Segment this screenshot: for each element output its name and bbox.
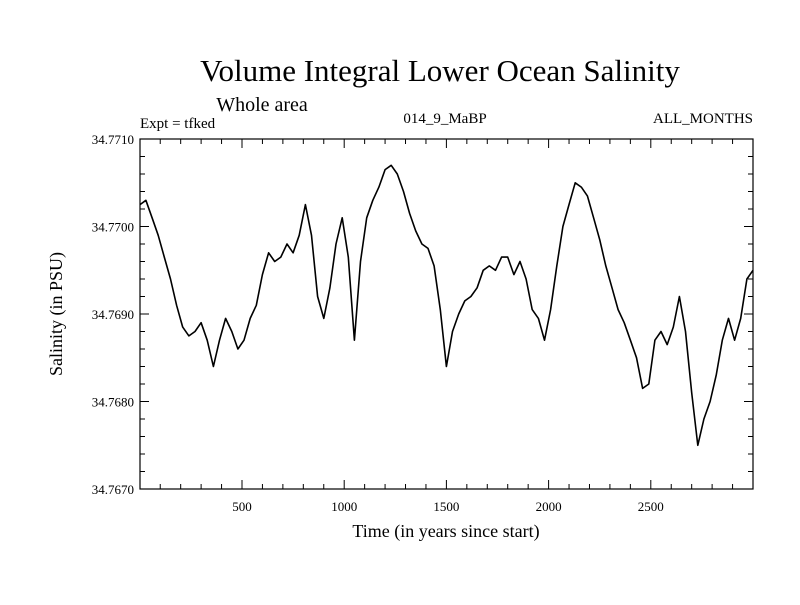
chart-subtitle: Whole area [216, 94, 308, 116]
series-layer [139, 164, 754, 447]
x-axis-label: Time (in years since start) [352, 521, 539, 542]
y-axis-label: Salinity (in PSU) [46, 252, 67, 376]
y-tick-label: 34.7690 [92, 307, 134, 322]
x-tick-label: 1500 [433, 499, 459, 514]
annotation-experiment: Expt = tfked [140, 116, 216, 132]
x-axis: 500 1000 1500 2000 2500 [159, 139, 734, 514]
y-tick-label: 34.7670 [92, 482, 134, 497]
annotation-run-id: 014_9_MaBP [403, 111, 486, 127]
annotation-months: ALL_MONTHS [653, 111, 753, 127]
x-tick-label: 2000 [536, 499, 562, 514]
y-axis: 34.7670 34.7680 34.7690 34.7700 34.7710 [92, 132, 753, 497]
y-tick-label: 34.7700 [92, 220, 134, 235]
plot-frame [139, 138, 754, 490]
x-tick-label: 1000 [331, 499, 357, 514]
chart-title: Volume Integral Lower Ocean Salinity [200, 53, 680, 88]
y-tick-label: 34.7680 [92, 395, 134, 410]
x-tick-label: 2500 [638, 499, 664, 514]
series-line-1 [139, 164, 754, 447]
y-tick-label: 34.7710 [92, 132, 134, 147]
x-tick-label: 500 [232, 499, 252, 514]
